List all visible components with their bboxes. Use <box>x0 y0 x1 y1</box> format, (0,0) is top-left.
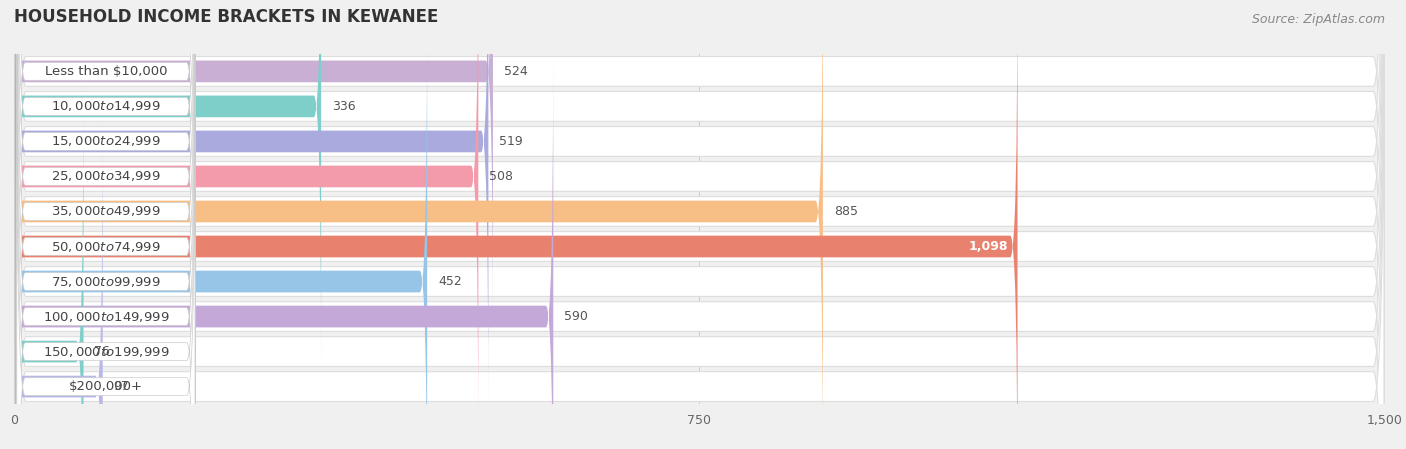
FancyBboxPatch shape <box>15 0 494 341</box>
FancyBboxPatch shape <box>17 0 195 448</box>
FancyBboxPatch shape <box>15 0 478 446</box>
FancyBboxPatch shape <box>15 0 1384 449</box>
FancyBboxPatch shape <box>15 0 1384 449</box>
FancyBboxPatch shape <box>17 0 195 413</box>
FancyBboxPatch shape <box>15 0 1384 449</box>
FancyBboxPatch shape <box>17 0 195 449</box>
Text: 590: 590 <box>564 310 588 323</box>
FancyBboxPatch shape <box>15 0 1384 449</box>
FancyBboxPatch shape <box>15 47 554 449</box>
Text: 97: 97 <box>114 380 129 393</box>
FancyBboxPatch shape <box>15 0 488 411</box>
FancyBboxPatch shape <box>15 12 427 449</box>
Text: HOUSEHOLD INCOME BRACKETS IN KEWANEE: HOUSEHOLD INCOME BRACKETS IN KEWANEE <box>14 8 439 26</box>
FancyBboxPatch shape <box>15 82 83 449</box>
FancyBboxPatch shape <box>15 0 1018 449</box>
Text: $35,000 to $49,999: $35,000 to $49,999 <box>51 204 160 219</box>
Text: $75,000 to $99,999: $75,000 to $99,999 <box>51 274 160 289</box>
FancyBboxPatch shape <box>15 0 1384 449</box>
Text: 452: 452 <box>439 275 461 288</box>
FancyBboxPatch shape <box>17 45 195 449</box>
Text: 508: 508 <box>489 170 513 183</box>
FancyBboxPatch shape <box>15 0 1384 449</box>
Text: 76: 76 <box>94 345 110 358</box>
FancyBboxPatch shape <box>15 0 1384 449</box>
FancyBboxPatch shape <box>15 117 103 449</box>
Text: 519: 519 <box>499 135 523 148</box>
FancyBboxPatch shape <box>15 0 1384 449</box>
FancyBboxPatch shape <box>15 0 321 376</box>
Text: Less than $10,000: Less than $10,000 <box>45 65 167 78</box>
Text: 1,098: 1,098 <box>969 240 1008 253</box>
Text: $25,000 to $34,999: $25,000 to $34,999 <box>51 169 160 184</box>
Text: 524: 524 <box>503 65 527 78</box>
FancyBboxPatch shape <box>15 0 1384 449</box>
FancyBboxPatch shape <box>17 10 195 449</box>
FancyBboxPatch shape <box>15 0 1384 449</box>
FancyBboxPatch shape <box>15 0 823 449</box>
Text: $100,000 to $149,999: $100,000 to $149,999 <box>42 309 169 324</box>
FancyBboxPatch shape <box>17 0 195 449</box>
Text: $150,000 to $199,999: $150,000 to $199,999 <box>42 344 169 359</box>
FancyBboxPatch shape <box>17 0 195 378</box>
Text: 336: 336 <box>332 100 356 113</box>
Text: Source: ZipAtlas.com: Source: ZipAtlas.com <box>1251 13 1385 26</box>
FancyBboxPatch shape <box>17 0 195 449</box>
Text: 885: 885 <box>834 205 858 218</box>
Text: $15,000 to $24,999: $15,000 to $24,999 <box>51 134 160 149</box>
FancyBboxPatch shape <box>17 80 195 449</box>
Text: $50,000 to $74,999: $50,000 to $74,999 <box>51 239 160 254</box>
FancyBboxPatch shape <box>17 0 195 449</box>
Text: $200,000+: $200,000+ <box>69 380 143 393</box>
Text: $10,000 to $14,999: $10,000 to $14,999 <box>51 99 160 114</box>
